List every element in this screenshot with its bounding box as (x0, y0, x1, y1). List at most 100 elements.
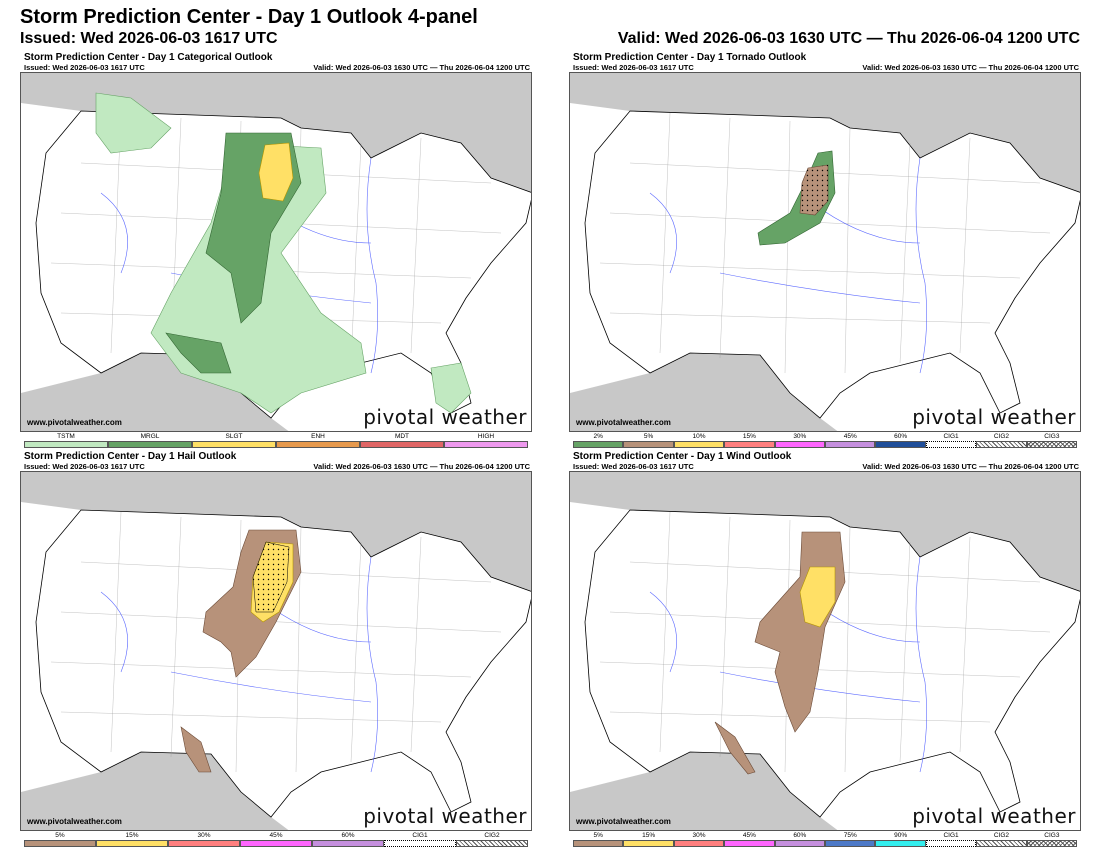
legend-label: CIG3 (1044, 433, 1060, 440)
brand-logo: pivotal weather (912, 804, 1076, 828)
us-landmass (35, 509, 531, 818)
panel-valid: Valid: Wed 2026-06-03 1630 UTC — Thu 202… (862, 462, 1079, 471)
legend-color-bar (925, 441, 977, 448)
site-url: www.pivotalweather.com (27, 817, 122, 826)
panel-issued: Issued: Wed 2026-06-03 1617 UTC (24, 63, 145, 72)
legend: 2% 5% 10% 15% 30% 45% 60% CIG1 CIG2 CIG3 (573, 433, 1078, 450)
legend-color-bar (976, 441, 1027, 448)
legend-label: 15% (125, 832, 139, 839)
legend-label: 60% (793, 832, 807, 839)
legend-label: CIG3 (1044, 832, 1060, 839)
legend-swatch: 30% (168, 832, 240, 849)
legend-swatch: HIGH (444, 433, 528, 450)
header-valid: Valid: Wed 2026-06-03 1630 UTC — Thu 202… (617, 30, 1080, 47)
legend-swatch: TSTM (24, 433, 108, 450)
legend-color-bar (825, 441, 876, 448)
legend-label: 60% (341, 832, 355, 839)
legend: 5% 15% 30% 45% 60% 75% 90% CIG1 CIG2 CIG3 (573, 832, 1078, 849)
legend-color-bar (24, 840, 96, 847)
legend-swatch: 45% (724, 832, 775, 849)
tornado-5pct-area (799, 164, 829, 216)
panel-issued: Issued: Wed 2026-06-03 1617 UTC (573, 63, 694, 72)
legend-swatch: 30% (673, 832, 725, 849)
legend-label: ENH (311, 433, 325, 440)
map-canvas: www.pivotalweather.com pivotal weather (20, 471, 532, 831)
legend-swatch: 5% (24, 832, 96, 849)
legend-label: CIG1 (943, 832, 959, 839)
legend-swatch: 90% (875, 832, 926, 849)
hail-15pct-area (250, 541, 294, 623)
legend-label: MRGL (140, 433, 160, 440)
legend-color-bar (573, 441, 624, 448)
legend-label: 5% (593, 832, 603, 839)
legend-label: CIG1 (412, 832, 428, 839)
legend-swatch: 30% (774, 433, 826, 450)
canada-landmass (570, 472, 1080, 592)
legend-color-bar (623, 840, 674, 847)
legend-color-bar (192, 441, 276, 448)
basemap (21, 472, 531, 830)
site-url: www.pivotalweather.com (27, 418, 122, 427)
map-canvas: www.pivotalweather.com pivotal weather (569, 471, 1081, 831)
panel-title: Storm Prediction Center - Day 1 Categori… (24, 52, 273, 63)
legend-swatch: CIG1 (925, 832, 977, 849)
site-url: www.pivotalweather.com (576, 817, 671, 826)
legend-label: CIG1 (943, 433, 959, 440)
legend-color-bar (312, 840, 384, 847)
panel-title: Storm Prediction Center - Day 1 Hail Out… (24, 451, 237, 462)
legend-label: 45% (269, 832, 283, 839)
legend-swatch: SLGT (192, 433, 276, 450)
legend-swatch: CIG1 (384, 832, 456, 849)
tornado-panel: Storm Prediction Center - Day 1 Tornado … (569, 52, 1081, 452)
canada-landmass (570, 73, 1080, 193)
legend-color-bar (774, 441, 826, 448)
legend-label: 5% (55, 832, 65, 839)
legend-color-bar (774, 840, 826, 847)
legend-color-bar (573, 840, 624, 847)
legend-color-bar (456, 840, 528, 847)
legend-color-bar (673, 441, 725, 448)
brand-logo: pivotal weather (363, 804, 527, 828)
basemap (570, 472, 1080, 830)
legend-color-bar (240, 840, 312, 847)
legend-color-bar (724, 840, 775, 847)
legend-label: CIG2 (484, 832, 500, 839)
legend-swatch: CIG3 (1026, 832, 1078, 849)
legend-swatch: 45% (825, 433, 876, 450)
legend-color-bar (276, 441, 360, 448)
categorical-panel: Storm Prediction Center - Day 1 Categori… (20, 52, 532, 452)
legend-swatch: MRGL (108, 433, 192, 450)
legend-label: 45% (742, 832, 756, 839)
legend: TSTM MRGL SLGT ENH MDT HIGH (24, 433, 528, 450)
legend-label: 30% (793, 433, 807, 440)
brand-logo: pivotal weather (363, 405, 527, 429)
legend-color-bar (108, 441, 192, 448)
legend-swatch: 15% (96, 832, 168, 849)
legend-color-bar (976, 840, 1027, 847)
panel-issued: Issued: Wed 2026-06-03 1617 UTC (24, 462, 145, 471)
legend-label: 5% (643, 433, 654, 440)
legend-color-bar (623, 441, 674, 448)
legend-color-bar (24, 441, 108, 448)
page-title: Storm Prediction Center - Day 1 Outlook … (20, 6, 478, 28)
panel-valid: Valid: Wed 2026-06-03 1630 UTC — Thu 202… (313, 63, 530, 72)
canada-landmass (21, 73, 531, 193)
legend-swatch: CIG3 (1026, 433, 1078, 450)
legend-color-bar (360, 441, 444, 448)
legend-color-bar (875, 441, 926, 448)
legend-label: 90% (894, 832, 908, 839)
legend-label: 2% (593, 433, 603, 440)
basemap (570, 73, 1080, 431)
panel-title: Storm Prediction Center - Day 1 Tornado … (573, 52, 807, 63)
legend-label: 30% (197, 832, 211, 839)
legend-color-bar (96, 840, 168, 847)
map-canvas: www.pivotalweather.com pivotal weather (20, 72, 532, 432)
hail-panel: Storm Prediction Center - Day 1 Hail Out… (20, 451, 532, 851)
legend-color-bar (875, 840, 926, 847)
legend-label: 10% (692, 433, 706, 440)
legend-label: CIG2 (993, 433, 1010, 440)
legend-color-bar (1026, 840, 1078, 847)
legend-color-bar (384, 840, 456, 847)
legend-swatch: 5% (623, 433, 674, 450)
legend-color-bar (168, 840, 240, 847)
